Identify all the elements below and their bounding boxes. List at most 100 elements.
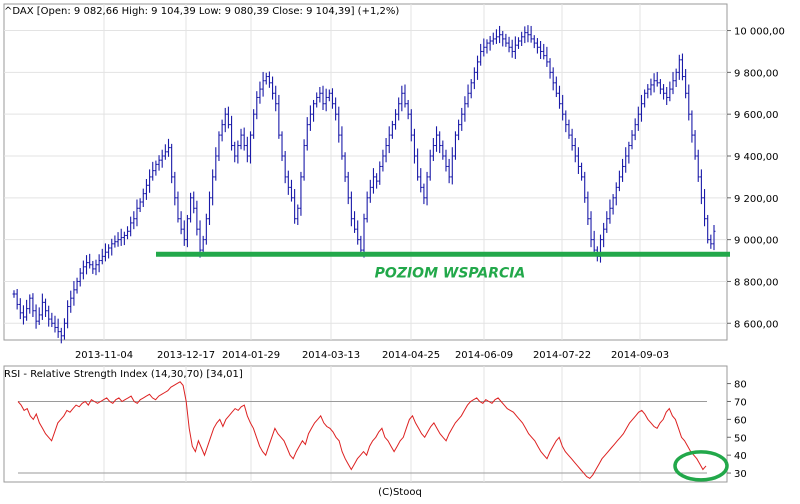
price-bar bbox=[81, 260, 85, 280]
oversold-highlight-ellipse bbox=[673, 450, 729, 482]
price-bar bbox=[122, 231, 126, 246]
price-bar bbox=[630, 130, 634, 150]
price-bar bbox=[636, 106, 640, 131]
price-bar bbox=[346, 171, 350, 205]
price-bar bbox=[375, 173, 379, 189]
price-bar bbox=[78, 268, 82, 287]
price-y-tick-label: 9 400,00 bbox=[734, 152, 779, 163]
rsi-series bbox=[17, 381, 707, 480]
oversold-highlight bbox=[673, 450, 729, 482]
rsi-y-tick-label: 60 bbox=[734, 415, 747, 426]
price-bar bbox=[535, 38, 539, 54]
price-bar bbox=[526, 25, 530, 43]
support-label: POZIOM WSPARCIA bbox=[375, 265, 526, 281]
price-bar bbox=[50, 312, 54, 328]
price-bar bbox=[498, 25, 502, 44]
price-bar bbox=[69, 290, 73, 313]
price-y-tick-label: 9 200,00 bbox=[734, 194, 779, 205]
price-bar bbox=[548, 58, 552, 79]
price-bar bbox=[343, 152, 347, 182]
price-bar bbox=[280, 131, 284, 162]
price-bar bbox=[416, 148, 420, 181]
rsi-y-tick-label: 30 bbox=[734, 469, 747, 480]
price-bar bbox=[394, 109, 398, 130]
price-bar bbox=[428, 149, 432, 181]
price-bar bbox=[85, 255, 89, 275]
price-bar bbox=[658, 79, 662, 95]
price-bar bbox=[233, 141, 237, 163]
price-bar bbox=[476, 55, 480, 80]
price-bar bbox=[649, 78, 653, 96]
price-bar bbox=[274, 85, 278, 112]
price-x-tick-label: 2013-12-17 bbox=[157, 350, 215, 361]
price-bar bbox=[267, 71, 271, 88]
price-bar bbox=[703, 189, 707, 227]
price-bar bbox=[242, 127, 246, 151]
price-chart-title: ^DAX [Open: 9 082,66 High: 9 104,39 Low:… bbox=[4, 6, 399, 17]
price-bar bbox=[327, 89, 331, 102]
price-bar bbox=[580, 162, 584, 181]
price-bar bbox=[444, 149, 448, 172]
price-bar bbox=[176, 191, 180, 223]
price-bar bbox=[119, 228, 123, 246]
price-bar bbox=[491, 32, 495, 45]
price-bar bbox=[598, 234, 602, 263]
price-bar bbox=[621, 158, 625, 182]
price-bar bbox=[236, 140, 240, 164]
price-bar bbox=[141, 188, 145, 208]
price-bar bbox=[25, 299, 29, 321]
price-y-tick-label: 8 800,00 bbox=[734, 277, 779, 288]
price-bar bbox=[384, 138, 388, 163]
footer-copyright: (C)Stooq bbox=[378, 487, 422, 498]
price-bar bbox=[551, 67, 555, 91]
price-bar bbox=[113, 235, 117, 248]
rsi-y-tick-label: 80 bbox=[734, 380, 747, 391]
price-bar bbox=[66, 300, 70, 329]
price-bar bbox=[431, 138, 435, 162]
price-bar bbox=[34, 304, 38, 329]
price-bar bbox=[564, 110, 568, 133]
price-bar bbox=[617, 170, 621, 192]
price-bar bbox=[302, 139, 306, 181]
price-bar bbox=[409, 109, 413, 142]
price-bar bbox=[699, 169, 703, 205]
price-bar bbox=[264, 72, 268, 85]
price-bar bbox=[479, 43, 483, 66]
price-bar bbox=[662, 84, 666, 100]
price-bar bbox=[605, 211, 609, 233]
price-bar bbox=[299, 171, 303, 216]
rsi-y-tick-label: 70 bbox=[734, 397, 747, 408]
price-bar bbox=[501, 30, 505, 47]
price-bar bbox=[100, 248, 104, 265]
rsi-line bbox=[17, 381, 707, 480]
price-x-tick-label: 2014-04-25 bbox=[382, 350, 440, 361]
price-bar bbox=[230, 115, 234, 151]
price-bar bbox=[520, 31, 524, 47]
price-bar bbox=[214, 147, 218, 181]
price-x-tick-label: 2014-09-03 bbox=[611, 350, 669, 361]
rsi-panel-frame bbox=[3, 365, 728, 483]
price-bar bbox=[542, 43, 546, 60]
price-bar bbox=[517, 37, 521, 49]
price-bar bbox=[40, 293, 44, 320]
price-bar bbox=[453, 131, 457, 160]
rsi-y-tick-label: 50 bbox=[734, 433, 747, 444]
price-bar bbox=[639, 94, 643, 122]
price-bar bbox=[397, 97, 401, 121]
price-bar bbox=[97, 254, 101, 273]
price-bar bbox=[573, 138, 577, 163]
price-x-tick-label: 2014-06-09 bbox=[455, 350, 513, 361]
price-bar bbox=[283, 150, 287, 184]
price-bar bbox=[466, 84, 470, 108]
price-bar bbox=[677, 54, 681, 80]
price-bar bbox=[592, 230, 596, 254]
price-bar bbox=[447, 158, 451, 184]
price-bar bbox=[261, 71, 265, 97]
price-bar bbox=[198, 220, 202, 258]
price-bar bbox=[91, 260, 95, 274]
price-bar bbox=[602, 222, 606, 248]
price-bar bbox=[387, 126, 391, 154]
price-bar bbox=[614, 182, 618, 206]
price-bar bbox=[277, 94, 281, 139]
